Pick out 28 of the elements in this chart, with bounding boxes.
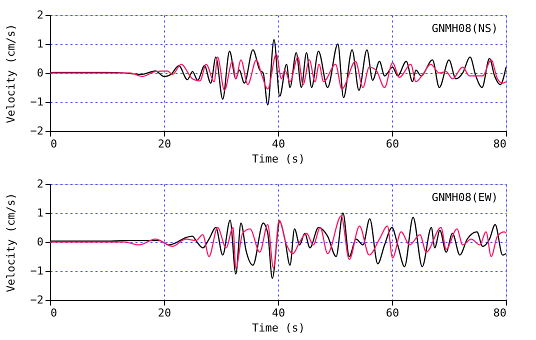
y-tick-label: 1 (36, 206, 44, 220)
y-tick-label: −2 (30, 294, 44, 306)
x-tick-label: 60 (386, 306, 400, 320)
x-axis-title: Time (s) (252, 322, 305, 334)
y-axis-title: Velocity (cm/s) (4, 24, 18, 124)
x-tick-label: 80 (493, 138, 506, 150)
y-axis-title: Velocity (cm/s) (4, 192, 18, 292)
x-tick-label: 0 (50, 138, 58, 150)
x-axis-title: Time (s) (252, 152, 305, 166)
y-tick-label: 0 (36, 66, 44, 80)
y-tick-label: 0 (36, 236, 44, 248)
y-tick-label: 1 (36, 38, 44, 50)
y-tick-label: 2 (36, 178, 44, 190)
text: GNMH08(EW) (432, 191, 498, 204)
x-tick-label: 20 (158, 138, 172, 150)
y-tick-label: 2 (36, 8, 44, 22)
line-series (49, 215, 507, 269)
x-tick-label: 40 (272, 306, 286, 320)
x-tick-label: 40 (272, 138, 286, 150)
x-tick-label: 0 (50, 306, 58, 320)
y-tick-label: −1 (30, 96, 44, 108)
y-tick-label: −2 (30, 124, 44, 138)
x-tick-label: 80 (493, 306, 506, 320)
x-tick-label: 60 (386, 138, 400, 150)
y-tick-label: −1 (30, 264, 44, 278)
text: GNMH08(NS) (432, 22, 498, 35)
x-tick-label: 20 (158, 306, 172, 320)
line-series (49, 54, 507, 91)
